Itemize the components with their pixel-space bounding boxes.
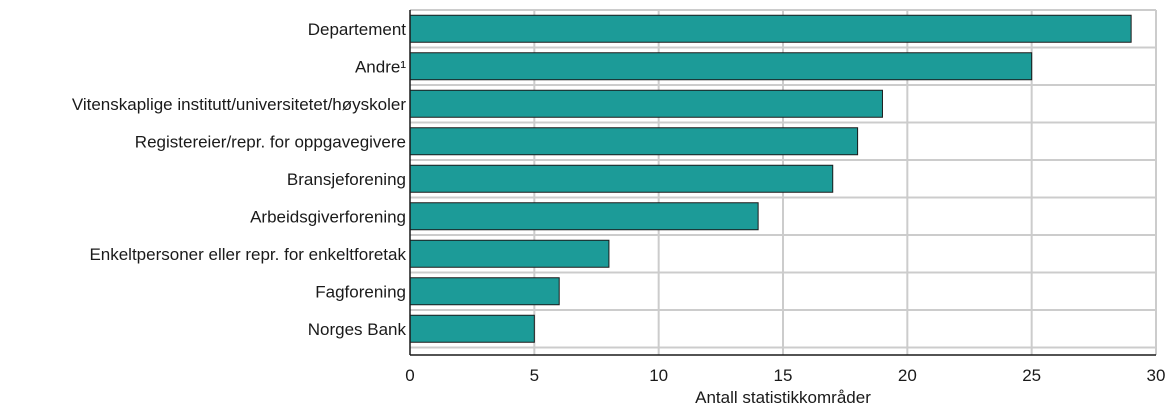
bar-3 [409, 127, 859, 156]
bar-2 [409, 89, 883, 118]
bar-4 [409, 164, 834, 193]
x-tick-label-5: 5 [530, 366, 539, 385]
x-tick-label-30: 30 [1147, 366, 1166, 385]
x-tick-label-15: 15 [774, 366, 793, 385]
category-label-4: Bransjeforening [287, 170, 406, 189]
grid-layer [410, 9, 1157, 355]
category-label-7: Fagforening [315, 282, 406, 301]
category-label-1: Andre¹ [355, 57, 406, 76]
x-tick-label-20: 20 [898, 366, 917, 385]
bar-5 [409, 202, 759, 231]
axis-layer [409, 10, 1156, 356]
bar-7 [409, 277, 560, 306]
bar-8 [409, 314, 535, 343]
bar-6 [409, 239, 610, 268]
bar-1 [409, 52, 1033, 81]
labels-layer: 0 5 10 15 20 25 30 Departement Andre¹ Vitenskapli… [72, 20, 1166, 385]
bars-layer [409, 14, 1132, 343]
category-label-5: Arbeidsgiverforening [250, 207, 406, 226]
category-label-0: Departement [308, 20, 407, 39]
x-axis-title: Antall statistikkområder [695, 388, 871, 407]
bar-0 [409, 14, 1132, 43]
category-label-6: Enkeltpersoner eller repr. for enkeltfor… [89, 245, 406, 264]
category-label-2: Vitenskaplige institutt/universitetet/hø… [72, 95, 407, 114]
x-tick-label-0: 0 [405, 366, 414, 385]
category-label-8: Norges Bank [308, 320, 407, 339]
category-label-3: Registereier/repr. for oppgavegivere [135, 132, 406, 151]
x-tick-label-25: 25 [1022, 366, 1041, 385]
x-tick-label-10: 10 [649, 366, 668, 385]
